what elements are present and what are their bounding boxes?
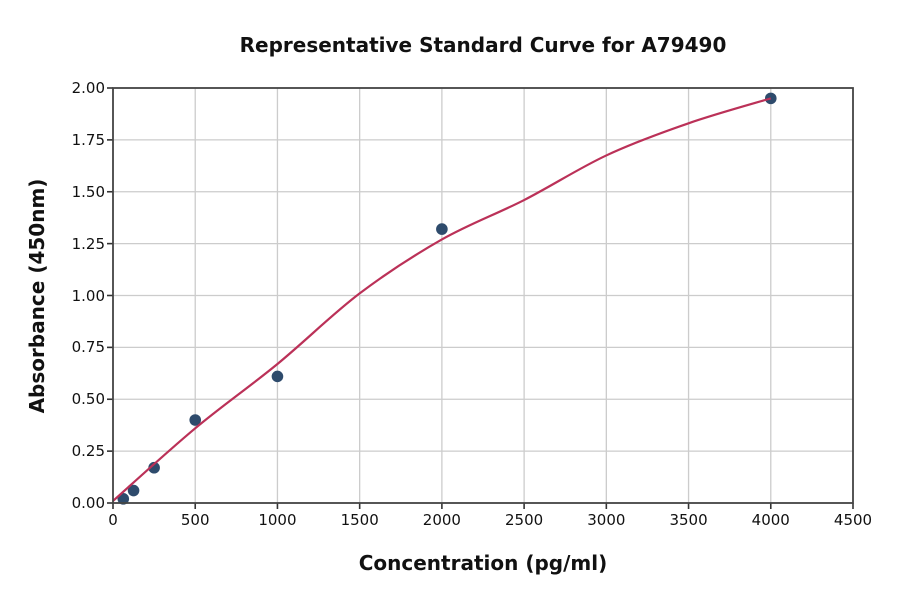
data-point: [271, 370, 284, 383]
y-tick-label: 0.25: [71, 442, 105, 461]
data-point: [117, 493, 130, 505]
x-tick-label: 4000: [751, 511, 790, 529]
axes-spines: [112, 87, 854, 504]
x-tick-label: 3500: [669, 511, 708, 529]
y-tick-label: 2.00: [71, 79, 105, 97]
y-tick-label: 1.25: [71, 234, 105, 253]
y-tick-label: 0.00: [71, 494, 105, 512]
y-tick-label: 0.75: [71, 338, 105, 357]
x-tick-label: 2000: [422, 511, 461, 529]
data-point: [127, 484, 140, 497]
y-tick-label: 1.00: [71, 286, 105, 305]
y-tick-label: 1.50: [71, 182, 105, 201]
fit-curve-line: [112, 97, 772, 502]
chart-title: Representative Standard Curve for A79490: [239, 33, 727, 57]
x-tick-label: 2500: [505, 511, 544, 529]
x-tick-label: 0: [108, 511, 118, 529]
y-tick-label: 1.75: [71, 130, 105, 149]
x-tick-label: 500: [180, 511, 210, 529]
y-tick-label: 0.50: [71, 390, 105, 409]
data-point: [436, 223, 448, 235]
data-point: [148, 461, 160, 474]
x-tick-label: 1500: [340, 511, 379, 529]
x-axis-label: Concentration (pg/ml): [358, 551, 608, 575]
x-tick-label: 4500: [833, 511, 873, 529]
x-tick-label: 1000: [258, 511, 297, 529]
data-point: [189, 414, 202, 426]
x-tick-label: 3000: [587, 511, 626, 529]
